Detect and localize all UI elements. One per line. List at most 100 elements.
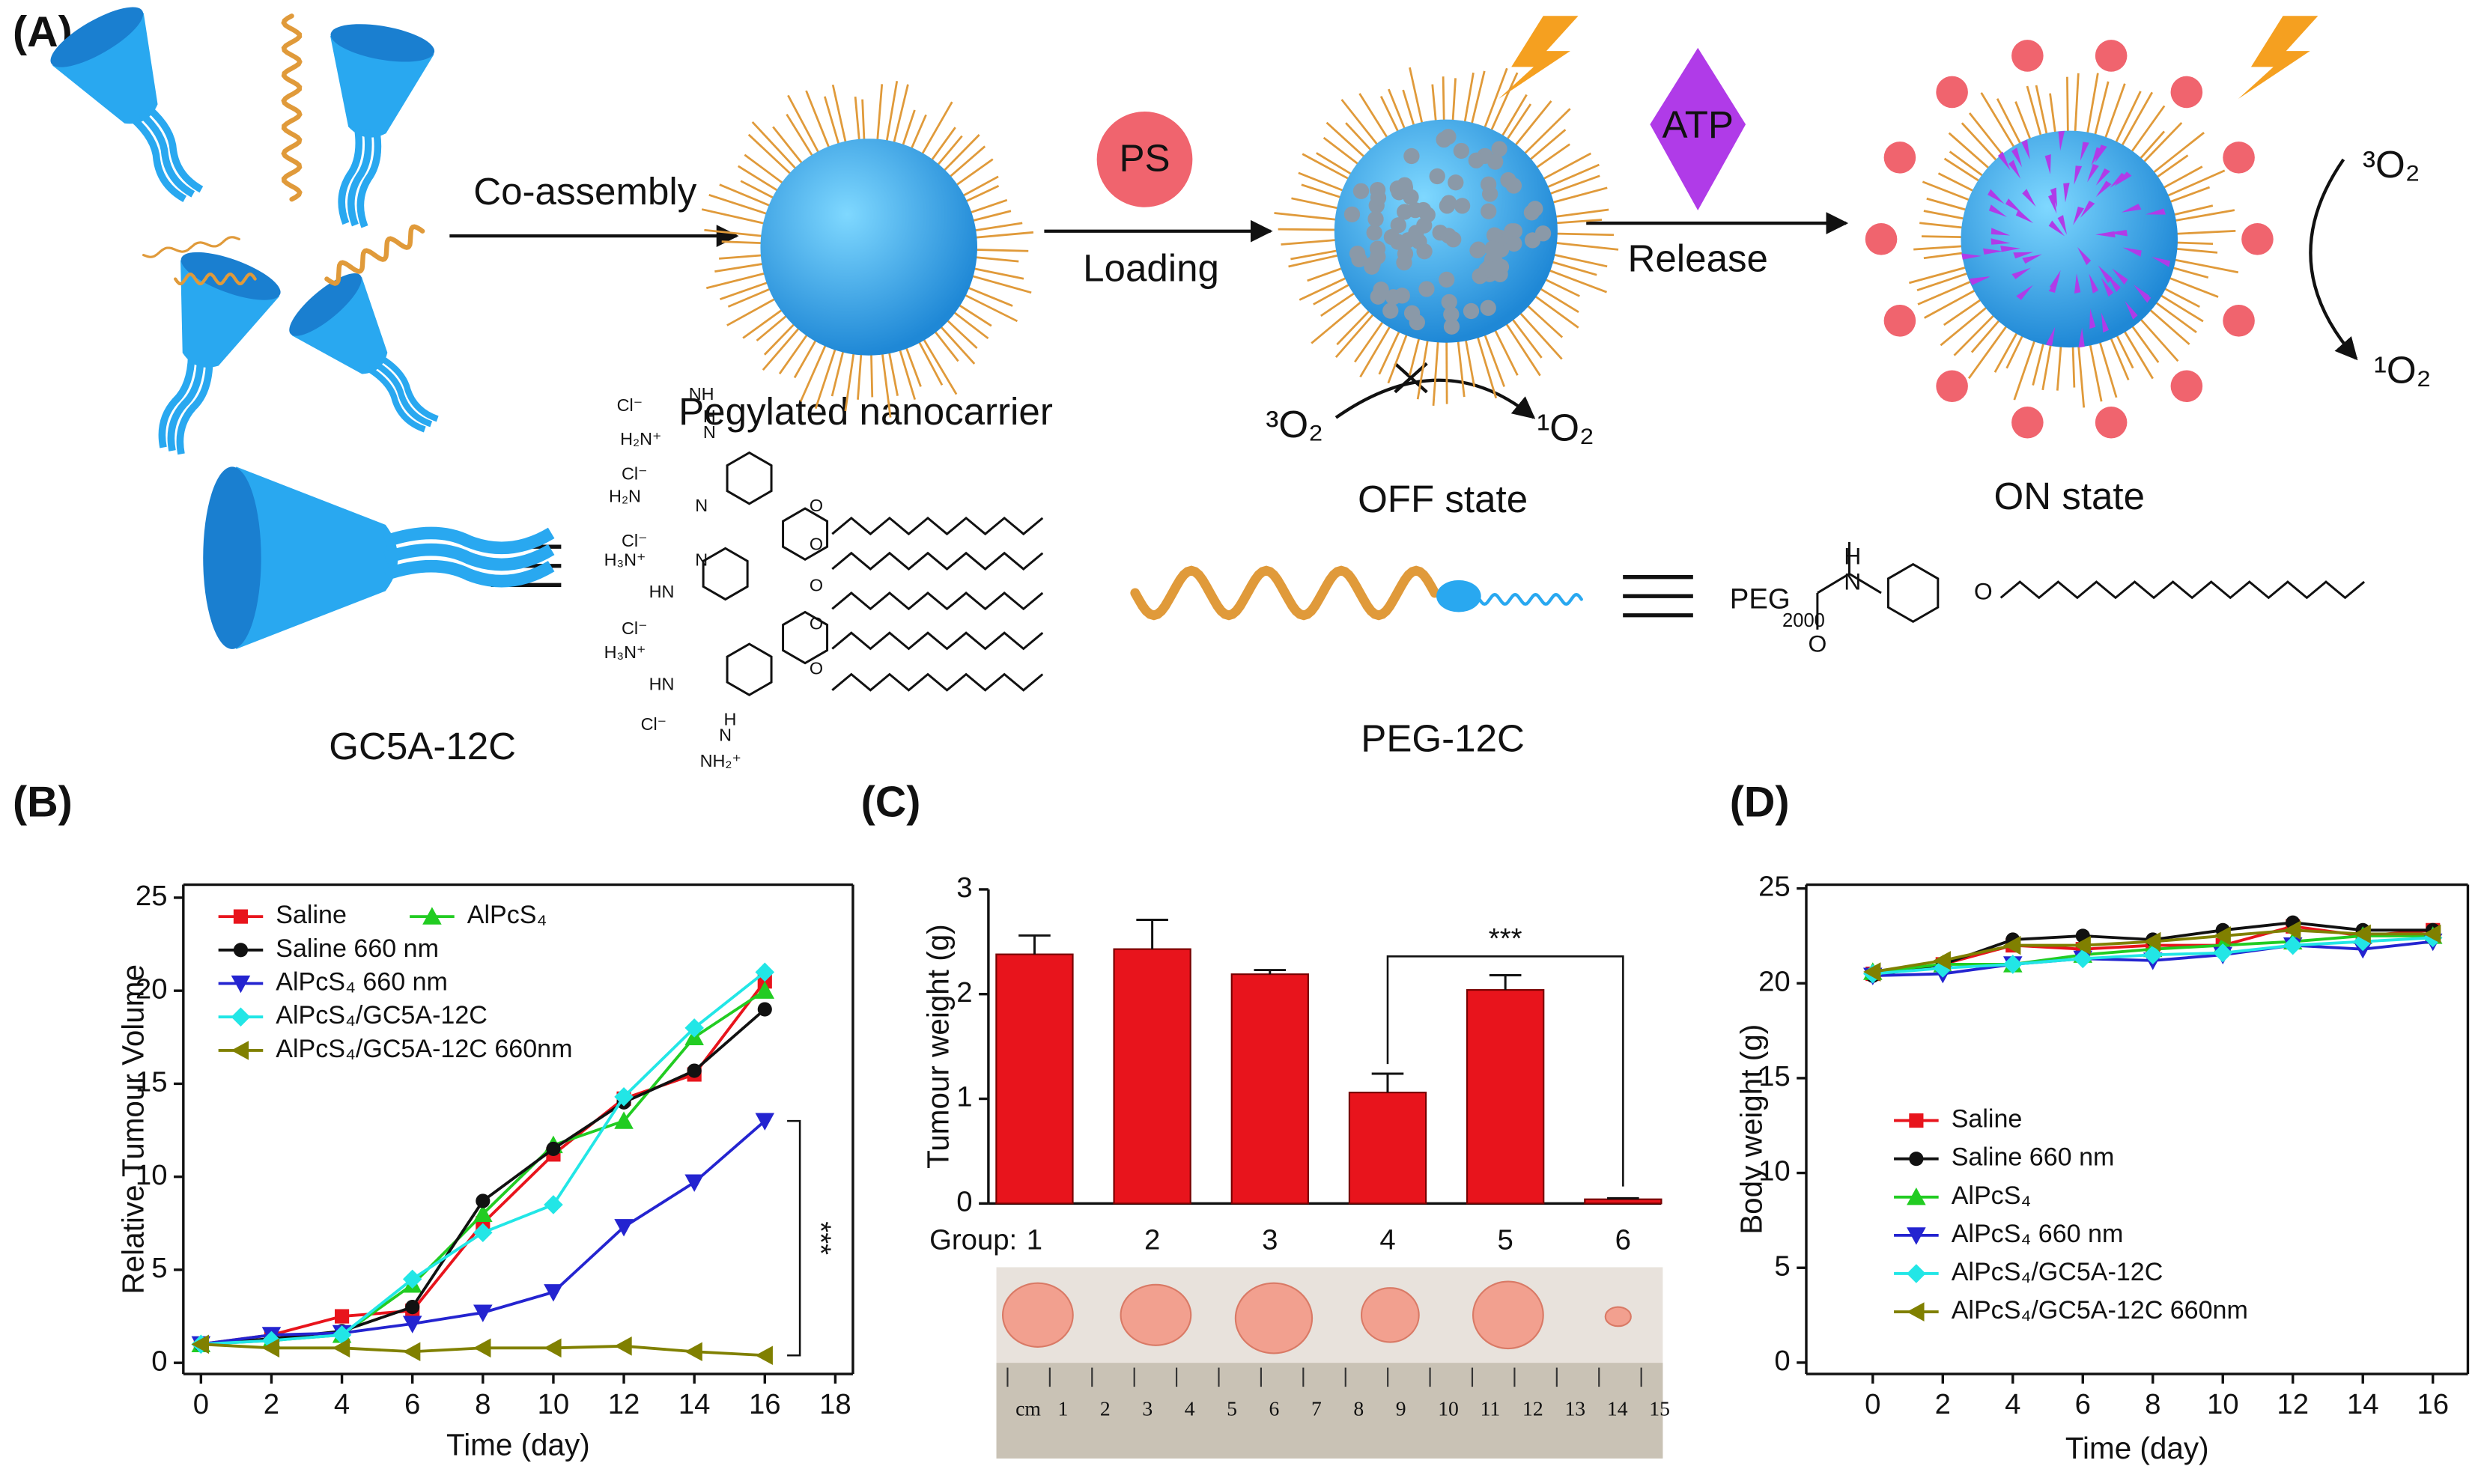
- caption: Pegylated nanocarrier: [678, 390, 1053, 433]
- spike: [2135, 286, 2152, 303]
- tail: [176, 362, 213, 455]
- structure-label: N: [1844, 568, 1861, 595]
- loaded-dye: [1453, 142, 1470, 159]
- annotation: ***: [1489, 922, 1522, 955]
- x-tick-label: 12: [608, 1388, 640, 1420]
- x-tick-label: 3: [1262, 1224, 1278, 1256]
- legend-marker: [1907, 1227, 1926, 1245]
- spike: [2045, 326, 2056, 346]
- structure-label: N: [695, 496, 708, 515]
- spike: [2089, 308, 2096, 329]
- structure-label: 2000: [1782, 610, 1825, 631]
- y-tick-label: 10: [1758, 1155, 1791, 1187]
- legend-marker: [231, 1041, 249, 1060]
- y-tick-label: 0: [151, 1345, 167, 1377]
- peg-chain: [956, 289, 1018, 323]
- spike: [1990, 228, 2011, 236]
- structure-label: HN: [649, 582, 675, 601]
- cone-rim: [50, 7, 144, 67]
- loaded-dye: [1534, 225, 1552, 242]
- structure-label: Cl⁻: [622, 464, 647, 484]
- loaded-dye: [1390, 217, 1406, 234]
- bar: [1466, 989, 1545, 1205]
- tail: [347, 130, 372, 227]
- x-tick-label: 16: [2417, 1388, 2449, 1420]
- structure-label: H: [724, 709, 737, 729]
- spike: [2080, 142, 2089, 161]
- peg-chain: [2013, 331, 2039, 401]
- error-bar: [1371, 1072, 1404, 1093]
- marker: [405, 1300, 420, 1315]
- peg-chain: [831, 84, 849, 153]
- peg-chain: [1274, 212, 1346, 222]
- y-tick-label: 2: [956, 976, 972, 1009]
- loaded-dye: [1343, 206, 1361, 222]
- peg-chain: [962, 272, 1032, 294]
- panel-label: (B): [13, 778, 73, 826]
- peg-chain: [1924, 285, 1985, 319]
- marker: [2423, 924, 2441, 944]
- ruler-label: 5: [1227, 1396, 1237, 1420]
- marker: [684, 1018, 704, 1038]
- peg-chain: [1340, 99, 1385, 153]
- loaded-dye: [1486, 227, 1503, 243]
- ruler-label: 11: [1481, 1396, 1501, 1420]
- loaded-dye: [1408, 225, 1424, 241]
- oxygen: ³O₂: [1266, 403, 1323, 445]
- marker: [757, 1002, 772, 1017]
- peg-chain: [1539, 266, 1608, 294]
- marker: [687, 1063, 702, 1078]
- tail: [158, 356, 195, 448]
- structure-label: O: [810, 576, 823, 595]
- structure-label: H₃N⁺: [604, 642, 646, 662]
- legend-marker: [1909, 1113, 1924, 1128]
- marker: [614, 1111, 634, 1129]
- spike: [2122, 247, 2142, 257]
- ring: [1886, 562, 1940, 623]
- x-tick-label: 14: [678, 1388, 711, 1420]
- loaded-dye: [1418, 281, 1435, 297]
- marker: [402, 1342, 421, 1362]
- loaded-dye: [1491, 141, 1507, 157]
- peg-chain: [2145, 132, 2205, 180]
- cone: [211, 466, 398, 649]
- tail: [383, 559, 555, 588]
- released-dye: [2223, 142, 2255, 174]
- marker: [755, 1345, 773, 1366]
- loaded-dye: [1373, 282, 1389, 298]
- spike: [2044, 153, 2051, 174]
- x-tick-label: 10: [538, 1388, 570, 1420]
- tumour: [1120, 1283, 1192, 1346]
- loaded-dye: [1394, 288, 1410, 304]
- spike: [2011, 267, 2031, 279]
- x-tick-label: 8: [475, 1388, 491, 1420]
- x-tick-label: 2: [1935, 1388, 1951, 1420]
- legend-marker: [1907, 1264, 1926, 1283]
- amphiphile: [50, 7, 204, 202]
- loaded-dye: [1397, 177, 1413, 193]
- spike: [2087, 164, 2099, 183]
- marker: [614, 1219, 634, 1237]
- tail: [383, 526, 555, 555]
- caption: PEG-12C: [1361, 717, 1525, 759]
- structure-label: NH: [689, 384, 714, 404]
- peg-chain: [814, 339, 839, 410]
- chain: [142, 236, 240, 258]
- released-dye: [2011, 406, 2044, 439]
- legend-marker: [231, 1007, 251, 1027]
- error-bar: [1136, 918, 1168, 949]
- peg-chain: [1311, 294, 1370, 344]
- marker: [544, 1284, 563, 1302]
- x-tick-label: 6: [1615, 1224, 1631, 1256]
- loaded-dye: [1403, 189, 1419, 205]
- loaded-dye: [1454, 198, 1471, 214]
- marker: [2073, 935, 2091, 955]
- spike: [2077, 247, 2092, 266]
- caption: GC5A-12C: [329, 725, 516, 767]
- x-tick-label: 4: [2005, 1388, 2020, 1420]
- spike: [1990, 238, 2011, 245]
- released-dye: [2170, 76, 2203, 109]
- loaded-dye: [1487, 153, 1504, 170]
- ruler-label: 15: [1649, 1396, 1670, 1420]
- spike: [2125, 301, 2138, 320]
